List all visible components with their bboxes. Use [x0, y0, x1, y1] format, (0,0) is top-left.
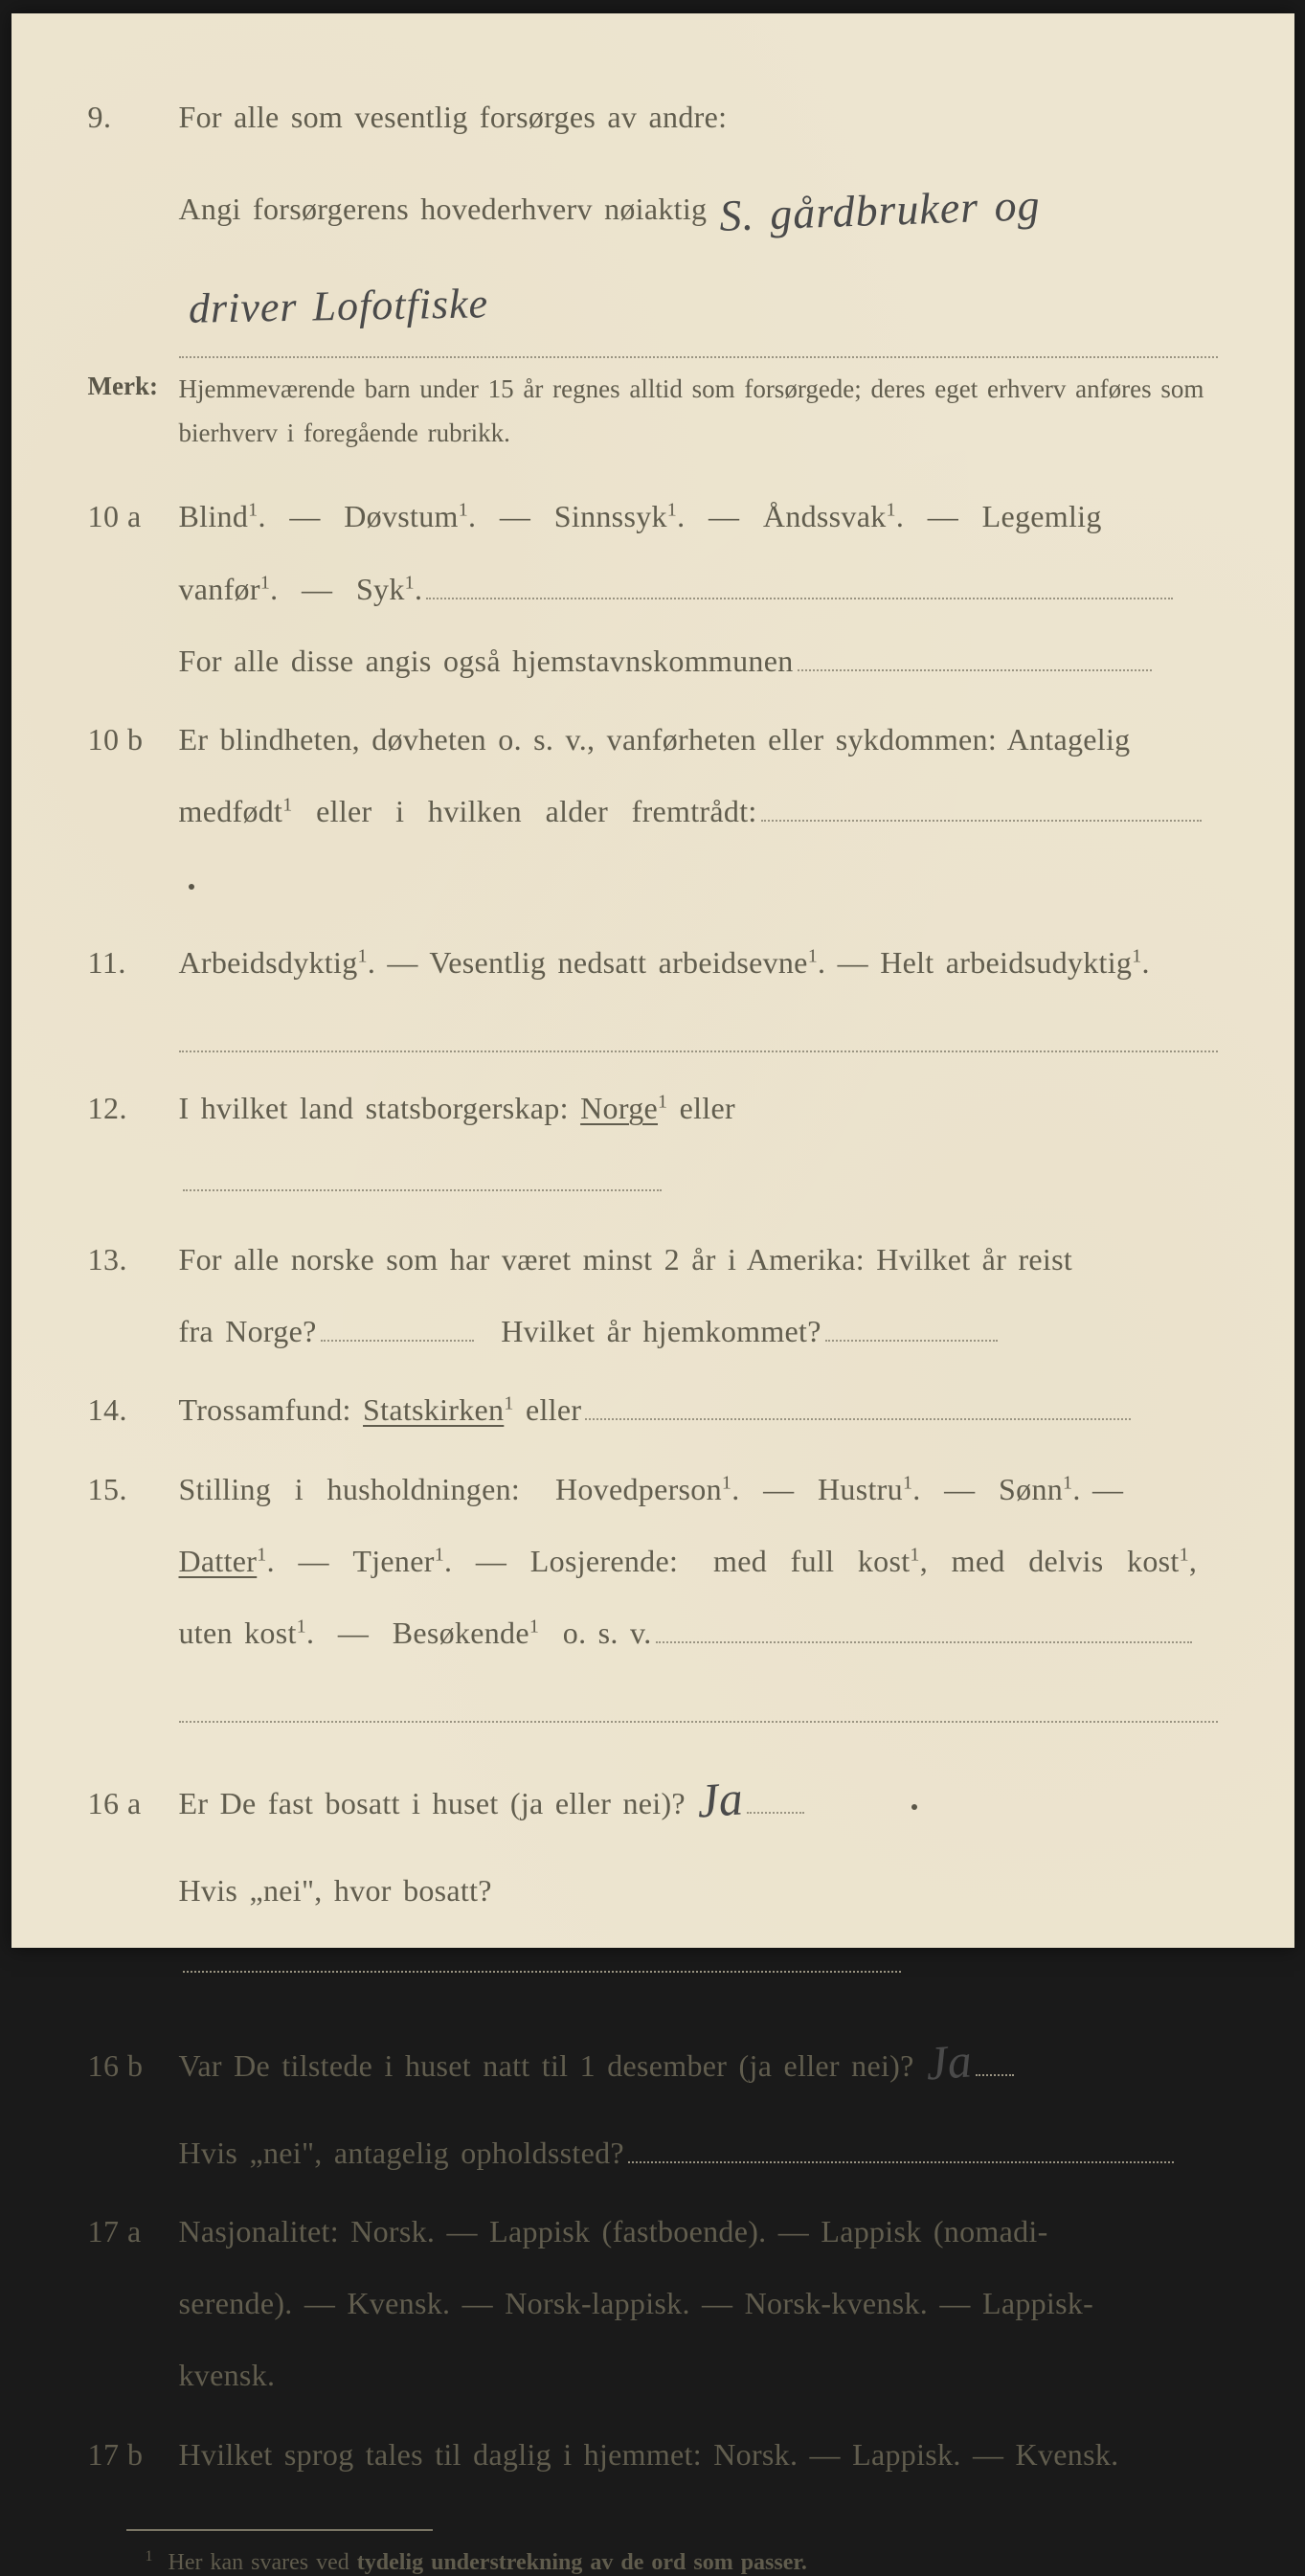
question-10b: 10 b Er blindheten, døvheten o. s. v., v…	[88, 703, 1218, 920]
q17a-line3: kvensk.	[179, 2339, 1218, 2411]
footnote-bold: tydelig understrekning av de ord som pas…	[357, 2550, 807, 2575]
q16a-line2: Hvis „nei", hvor bosatt?	[179, 1855, 1218, 1999]
footnote-sup: 1	[146, 2548, 153, 2565]
q14-body: Trossamfund: Statskirken1 eller	[179, 1374, 1218, 1446]
q11-line: Arbeidsdyktig1. — Vesentlig nedsatt arbe…	[179, 927, 1218, 999]
question-16b: 16 b Var De tilstede i huset natt til 1 …	[88, 2004, 1218, 2189]
q9-body: For alle som vesentlig forsørges av andr…	[179, 81, 1218, 358]
q15-line2: Datter1. — Tjener1. — Losjerende: med fu…	[179, 1525, 1218, 1597]
blank-rule-2	[179, 1675, 1218, 1723]
q15-underlined: Datter	[179, 1544, 258, 1578]
question-10a: 10 a Blind1. — Døvstum1. — Sinnssyk1. — …	[88, 480, 1218, 697]
question-9: 9. For alle som vesentlig forsørges av a…	[88, 80, 1218, 358]
question-15: 15. Stilling i husholdningen: Hovedperso…	[88, 1453, 1218, 1670]
merk-label: Merk:	[88, 368, 179, 401]
q17a-number: 17 a	[88, 2195, 179, 2269]
q15-line1: Stilling i husholdningen: Hovedperson1. …	[179, 1454, 1218, 1525]
q10b-line1: Er blindheten, døvheten o. s. v., vanfør…	[179, 704, 1218, 776]
q10a-line2: vanfør1. — Syk1.	[179, 554, 1218, 625]
q9-line2: Angi forsørgerens hovederhverv nøiaktig …	[179, 153, 1218, 257]
q16a-line1: Er De fast bosatt i huset (ja eller nei)…	[179, 1742, 1218, 1855]
q11-body: Arbeidsdyktig1. — Vesentlig nedsatt arbe…	[179, 927, 1218, 999]
q9-number: 9.	[88, 80, 179, 154]
q9-handwriting-2: driver Lofotfiske	[188, 255, 489, 359]
q9-line3: driver Lofotfiske	[179, 257, 1218, 357]
q15-line3: uten kost1. — Besøkende1 o. s. v.	[179, 1597, 1218, 1669]
q16b-line2: Hvis „nei", antagelig opholdssted?	[179, 2117, 1218, 2189]
q13-line2: fra Norge? Hvilket år hjemkommet?	[179, 1296, 1218, 1367]
q9-line1: For alle som vesentlig forsørges av andr…	[179, 81, 1218, 153]
q16a-number: 16 a	[88, 1767, 179, 1841]
q12-body: I hvilket land statsborgerskap: Norge1 e…	[179, 1073, 1218, 1216]
blank-rule-1	[179, 1005, 1218, 1052]
merk-text: Hjemmeværende barn under 15 år regnes al…	[179, 368, 1218, 456]
q17b-line: Hvilket sprog tales til daglig i hjemmet…	[179, 2419, 1218, 2491]
question-13: 13. For alle norske som har været minst …	[88, 1223, 1218, 1367]
question-17b: 17 b Hvilket sprog tales til daglig i hj…	[88, 2418, 1218, 2492]
q16b-handwriting: Ja	[922, 2005, 976, 2121]
q16a-body: Er De fast bosatt i huset (ja eller nei)…	[179, 1742, 1218, 1999]
q15-number: 15.	[88, 1453, 179, 1526]
question-14: 14. Trossamfund: Statskirken1 eller	[88, 1373, 1218, 1447]
q14-underlined: Statskirken	[363, 1392, 504, 1427]
q12-number: 12.	[88, 1072, 179, 1145]
q16b-line1: Var De tilstede i huset natt til 1 desem…	[179, 2004, 1218, 2117]
q10a-body: Blind1. — Døvstum1. — Sinnssyk1. — Åndss…	[179, 481, 1218, 697]
footnote: 1 Her kan svares ved tydelig understrekn…	[146, 2548, 1218, 2576]
q10a-number: 10 a	[88, 480, 179, 554]
q16a-handwriting: Ja	[693, 1743, 747, 1859]
q16b-number: 16 b	[88, 2029, 179, 2103]
note-merk: Merk: Hjemmeværende barn under 15 år reg…	[88, 368, 1218, 456]
question-11: 11. Arbeidsdyktig1. — Vesentlig nedsatt …	[88, 926, 1218, 1000]
q15-body: Stilling i husholdningen: Hovedperson1. …	[179, 1454, 1218, 1670]
q10a-line1: Blind1. — Døvstum1. — Sinnssyk1. — Åndss…	[179, 481, 1218, 553]
q9-handwriting-1: S. gårdbruker og	[717, 153, 1042, 268]
q17a-line2: serende). — Kvensk. — Norsk-lappisk. — N…	[179, 2268, 1218, 2339]
question-17a: 17 a Nasjonalitet: Norsk. — Lappisk (fas…	[88, 2195, 1218, 2412]
q17b-body: Hvilket sprog tales til daglig i hjemmet…	[179, 2419, 1218, 2491]
q12-underlined: Norge	[580, 1091, 658, 1125]
q14-number: 14.	[88, 1373, 179, 1447]
q17a-body: Nasjonalitet: Norsk. — Lappisk (fastboen…	[179, 2196, 1218, 2412]
footnote-rule	[126, 2529, 433, 2531]
q11-number: 11.	[88, 926, 179, 1000]
census-form-page: 9. For alle som vesentlig forsørges av a…	[11, 13, 1294, 1948]
q10b-number: 10 b	[88, 703, 179, 777]
q13-line1: For alle norske som har været minst 2 år…	[179, 1224, 1218, 1296]
q10b-body: Er blindheten, døvheten o. s. v., vanfør…	[179, 704, 1218, 920]
q13-body: For alle norske som har været minst 2 år…	[179, 1224, 1218, 1367]
question-16a: 16 a Er De fast bosatt i huset (ja eller…	[88, 1742, 1218, 1999]
q10a-line3: For alle disse angis også hjemstavnskomm…	[179, 625, 1218, 697]
q17a-line1: Nasjonalitet: Norsk. — Lappisk (fastboen…	[179, 2196, 1218, 2268]
q10b-line2: medfødt1 eller i hvilken alder fremtrådt…	[179, 776, 1218, 919]
q13-number: 13.	[88, 1223, 179, 1297]
q17b-number: 17 b	[88, 2418, 179, 2492]
question-12: 12. I hvilket land statsborgerskap: Norg…	[88, 1072, 1218, 1216]
q16b-body: Var De tilstede i huset natt til 1 desem…	[179, 2004, 1218, 2189]
